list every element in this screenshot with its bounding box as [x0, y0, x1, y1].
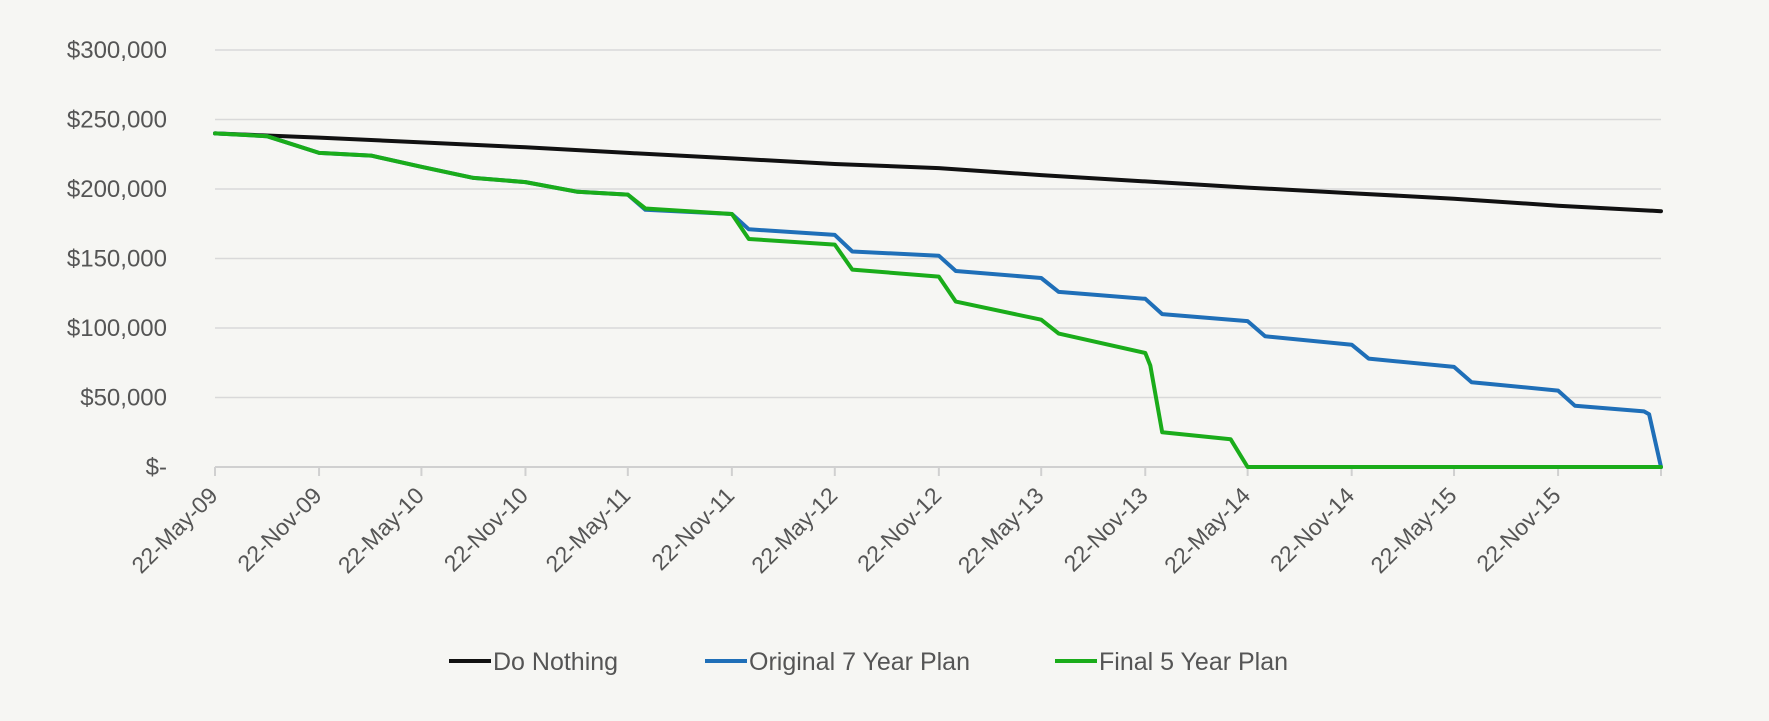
y-tick-label: $300,000 — [67, 37, 167, 64]
series-lines — [213, 131, 1663, 469]
legend-label: Final 5 Year Plan — [1099, 648, 1288, 676]
x-tick-label: 22-Nov-12 — [852, 482, 946, 576]
x-tick-label: 22-May-15 — [1365, 482, 1461, 578]
grid-lines — [215, 49, 1661, 399]
legend-label: Do Nothing — [493, 648, 618, 676]
x-tick-label: 22-May-13 — [953, 482, 1049, 578]
x-tick-label: 22-Nov-15 — [1471, 482, 1565, 576]
series-line — [213, 131, 1663, 469]
x-tick-label: 22-Nov-11 — [646, 482, 739, 575]
x-axis: 22-May-09 22-Nov-09 22-May-10 22-Nov-10 22-M… — [126, 466, 1662, 578]
x-tick-label: 22-Nov-13 — [1058, 482, 1152, 576]
x-tick-label: 22-Nov-14 — [1265, 482, 1359, 576]
x-tick-label: 22-May-12 — [746, 482, 842, 578]
series-line — [213, 131, 1663, 469]
x-tick-label: 22-May-09 — [126, 482, 222, 578]
y-tick-label: $200,000 — [67, 176, 167, 203]
legend: Do Nothing Original 7 Year Plan Final 5 Ye… — [449, 648, 1288, 676]
x-tick-label: 22-May-14 — [1159, 482, 1255, 578]
y-tick-label: $150,000 — [67, 246, 167, 273]
series-line — [213, 131, 1663, 214]
y-tick-label: $100,000 — [67, 315, 167, 342]
legend-label: Original 7 Year Plan — [749, 648, 970, 676]
x-tick-label: 22-Nov-09 — [232, 482, 326, 576]
y-tick-label: $50,000 — [80, 385, 167, 412]
x-tick-label: 22-May-11 — [540, 482, 635, 577]
x-tick-label: 22-May-10 — [333, 482, 429, 578]
y-tick-label: $- — [146, 454, 167, 481]
y-axis-ticks: $- $50,000 $100,000 $150,000 $200,000 $250,00… — [67, 37, 167, 481]
y-tick-label: $250,000 — [67, 107, 167, 134]
x-tick-label: 22-Nov-10 — [439, 482, 533, 576]
